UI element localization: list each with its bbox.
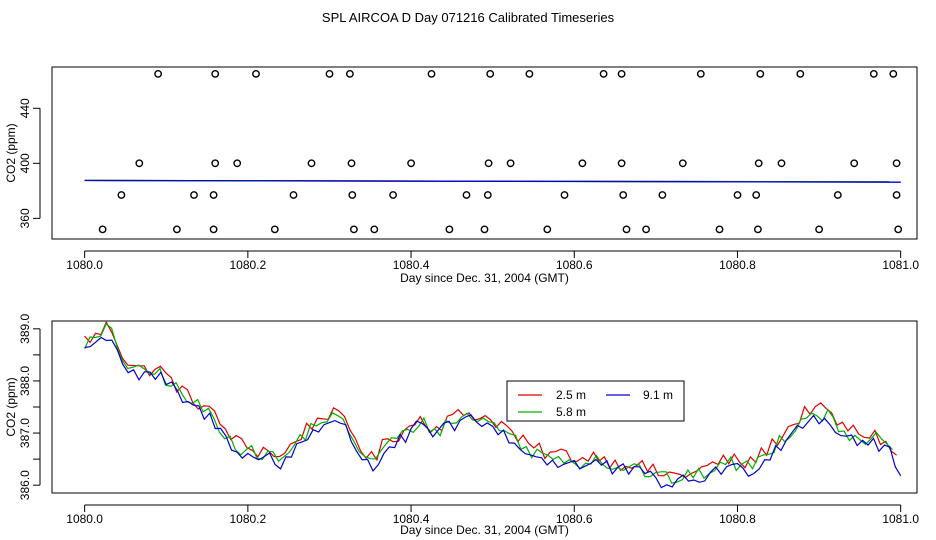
scatter-point bbox=[135, 159, 144, 168]
scatter-point bbox=[678, 159, 687, 168]
scatter-point bbox=[349, 225, 358, 234]
top-plot-frame bbox=[51, 66, 918, 240]
scatter-point bbox=[325, 70, 334, 78]
scatter-point bbox=[407, 159, 415, 168]
scatter-point bbox=[483, 191, 492, 199]
bottom-y-tick-label: 388.0 bbox=[18, 366, 32, 396]
bottom-y-tick-label: 386.0 bbox=[18, 470, 32, 500]
scatter-point bbox=[486, 70, 495, 78]
scatter-point bbox=[756, 70, 765, 78]
bottom-x-tick-label: 1080.2 bbox=[229, 512, 266, 526]
bottom-x-tick-label: 1080.8 bbox=[719, 512, 756, 526]
scatter-point bbox=[777, 159, 786, 168]
scatter-point bbox=[599, 70, 608, 78]
scatter-point bbox=[445, 225, 454, 234]
scatter-point bbox=[892, 159, 901, 168]
scatter-point bbox=[252, 70, 260, 78]
top-y-tick-label: 400 bbox=[18, 153, 32, 173]
scatter-point bbox=[98, 225, 107, 234]
scatter-point bbox=[796, 70, 805, 78]
bottom-x-tick-label: 1080.0 bbox=[66, 512, 103, 526]
legend: 2.5 m 5.8 m 9.1 m bbox=[506, 380, 685, 422]
scatter-point bbox=[619, 191, 628, 199]
scatter-point bbox=[617, 70, 626, 78]
bottom-y-tick-label: 387.0 bbox=[18, 418, 32, 448]
scatter-point bbox=[658, 191, 667, 199]
scatter-point bbox=[894, 225, 903, 234]
scatter-point bbox=[696, 70, 705, 78]
top-panel: 1080.0 1080.2 1080.4 1080.6 1080.8 1081.0 360 4… bbox=[4, 66, 919, 285]
scatter-point bbox=[560, 191, 569, 199]
scatter-point bbox=[525, 70, 534, 78]
scatter-point bbox=[370, 225, 379, 234]
scatter-point bbox=[715, 225, 724, 234]
scatter-point bbox=[462, 191, 471, 199]
scatter-point bbox=[642, 225, 650, 234]
scatter-point bbox=[480, 225, 489, 234]
top-y-tick-label: 440 bbox=[18, 98, 32, 118]
bottom-x-tick-label: 1080.4 bbox=[393, 512, 430, 526]
scatter-point bbox=[543, 225, 552, 234]
scatter-point bbox=[345, 70, 354, 78]
scatter-point bbox=[733, 191, 742, 199]
scatter-point bbox=[289, 191, 298, 199]
bottom-plot-frame bbox=[51, 320, 918, 494]
scatter-point bbox=[190, 191, 198, 199]
top-y-tick-label: 360 bbox=[18, 208, 32, 228]
scatter-point bbox=[754, 159, 763, 168]
scatter-point bbox=[850, 159, 859, 168]
bottom-y-tick-label: 389.0 bbox=[18, 313, 32, 343]
scatter-point bbox=[752, 191, 761, 199]
scatter-point bbox=[892, 191, 901, 199]
scatter-point bbox=[117, 191, 126, 199]
top-x-tick-label: 1080.0 bbox=[66, 258, 103, 272]
scatter-point bbox=[211, 70, 220, 78]
scatter-point bbox=[233, 159, 242, 168]
bottom-x-tick-label: 1081.0 bbox=[882, 512, 919, 526]
series-line-5-8-m bbox=[84, 322, 893, 484]
scatter-point bbox=[172, 225, 181, 234]
top-y-axis-label: CO2 (ppm) bbox=[4, 123, 18, 182]
scatter-point bbox=[347, 159, 356, 168]
scatter-point bbox=[270, 225, 279, 234]
bottom-x-axis-label: Day since Dec. 31, 2004 (GMT) bbox=[400, 523, 569, 537]
legend-box bbox=[506, 380, 685, 422]
scatter-point bbox=[815, 225, 823, 234]
bottom-y-axis-label: CO2 (ppm) bbox=[4, 377, 18, 436]
scatter-point bbox=[154, 70, 163, 78]
bottom-x-tick-label: 1080.6 bbox=[556, 512, 593, 526]
scatter-point bbox=[833, 191, 842, 199]
scatter-point bbox=[506, 159, 515, 168]
scatter-point bbox=[869, 70, 878, 78]
top-x-tick-label: 1081.0 bbox=[882, 258, 919, 272]
bottom-panel: 1080.0 1080.2 1080.4 1080.6 1080.8 1081.0 386.… bbox=[4, 313, 919, 537]
scatter-point bbox=[307, 159, 316, 168]
scatter-point bbox=[484, 159, 493, 168]
figure-title: SPL AIRCOA D Day 071216 Calibrated Times… bbox=[322, 10, 615, 25]
scatter-point bbox=[427, 70, 436, 78]
scatter-point bbox=[348, 191, 357, 199]
scatter-point bbox=[209, 191, 218, 199]
scatter-point bbox=[617, 159, 626, 168]
scatter-point bbox=[209, 225, 218, 234]
scatter-point bbox=[754, 225, 762, 234]
scatter-point bbox=[622, 225, 631, 234]
legend-label-5-8m: 5.8 m bbox=[556, 405, 586, 419]
top-x-tick-label: 1080.4 bbox=[393, 258, 430, 272]
scatter-point bbox=[578, 159, 587, 168]
top-x-tick-label: 1080.6 bbox=[556, 258, 593, 272]
top-x-axis-label: Day since Dec. 31, 2004 (GMT) bbox=[400, 271, 569, 285]
legend-label-2-5m: 2.5 m bbox=[556, 388, 586, 402]
top-series-9-1-m bbox=[84, 179, 901, 183]
scatter-point bbox=[889, 70, 898, 78]
series-line-9-1-m bbox=[84, 336, 902, 489]
legend-label-9-1m: 9.1 m bbox=[643, 388, 673, 402]
scatter-point bbox=[211, 159, 220, 168]
series-line-2-5-m bbox=[84, 320, 897, 479]
top-x-tick-label: 1080.8 bbox=[719, 258, 756, 272]
top-x-tick-label: 1080.2 bbox=[229, 258, 266, 272]
scatter-point bbox=[389, 191, 397, 199]
